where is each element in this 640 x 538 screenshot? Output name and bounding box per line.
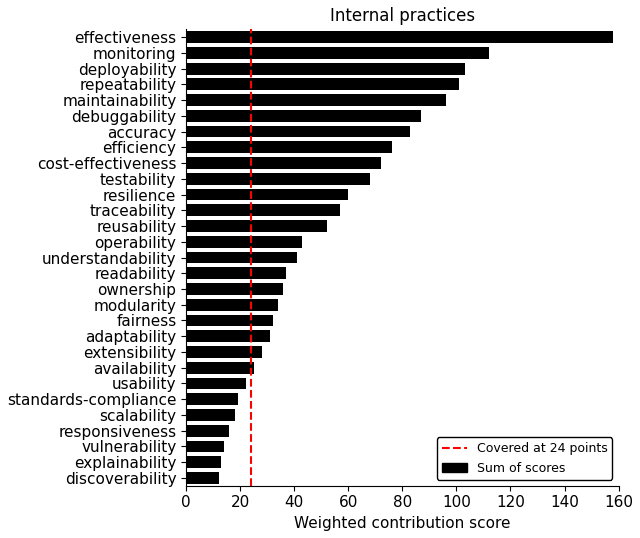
Bar: [186, 456, 221, 468]
Bar: [186, 79, 459, 90]
Legend: Covered at 24 points, Sum of scores: Covered at 24 points, Sum of scores: [436, 437, 612, 479]
Bar: [186, 126, 410, 138]
Bar: [186, 189, 348, 201]
Bar: [186, 378, 246, 390]
Bar: [186, 393, 237, 405]
Bar: [186, 110, 421, 122]
Bar: [186, 31, 613, 43]
X-axis label: Weighted contribution score: Weighted contribution score: [294, 516, 511, 531]
Bar: [186, 63, 465, 75]
Bar: [186, 283, 284, 295]
Bar: [186, 141, 392, 153]
Bar: [186, 94, 445, 106]
Bar: [186, 157, 381, 169]
Bar: [186, 441, 224, 452]
Bar: [186, 252, 297, 264]
Bar: [186, 173, 370, 185]
Bar: [186, 346, 262, 358]
Bar: [186, 267, 286, 279]
Bar: [186, 315, 273, 327]
Bar: [186, 330, 270, 342]
Bar: [186, 220, 326, 232]
Bar: [186, 299, 278, 310]
Bar: [186, 409, 235, 421]
Bar: [186, 236, 302, 247]
Bar: [186, 425, 229, 436]
Title: Internal practices: Internal practices: [330, 7, 475, 25]
Bar: [186, 362, 253, 373]
Bar: [186, 47, 489, 59]
Bar: [186, 472, 219, 484]
Bar: [186, 204, 340, 216]
